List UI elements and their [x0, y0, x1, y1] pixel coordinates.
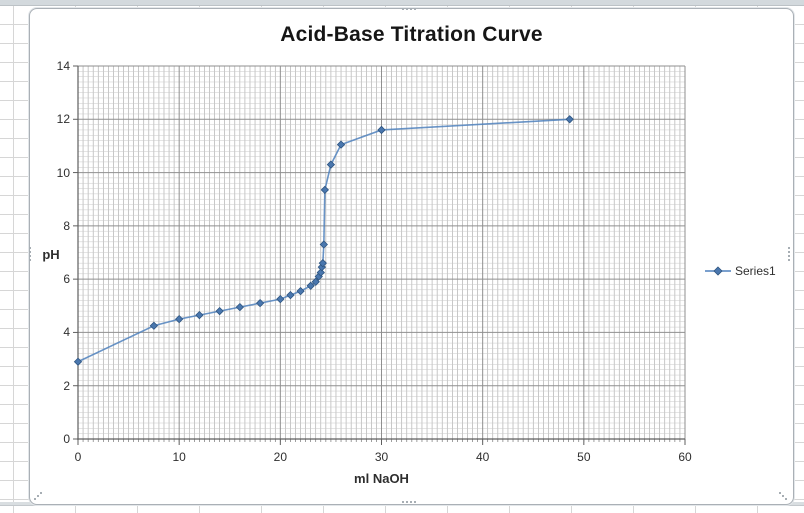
y-tick-label: 4 [63, 325, 70, 340]
x-tick-label: 30 [374, 450, 389, 464]
data-point-marker [311, 277, 320, 286]
chart-object[interactable]: Acid-Base Titration Curve 0 2 4 6 8 10 12 14 0 1… [29, 8, 794, 505]
data-point-marker [175, 314, 184, 324]
data-point-marker [377, 125, 386, 135]
x-tick-label: 50 [577, 450, 591, 464]
data-point-marker [336, 140, 346, 149]
y-tick-label: 14 [56, 59, 70, 73]
x-tick-label: 10 [172, 450, 186, 464]
data-point-marker [276, 294, 285, 304]
x-tick-label: 20 [273, 450, 287, 464]
legend-series-label: Series1 [735, 264, 776, 278]
selection-handle-bottom-icon[interactable] [402, 501, 418, 503]
series-line [77, 118, 570, 363]
x-tick-label: 60 [678, 450, 692, 464]
selection-handle-top-icon[interactable] [402, 8, 418, 10]
data-point-marker [320, 185, 330, 195]
y-tick-label: 2 [63, 378, 70, 393]
selection-handle-right-icon[interactable] [788, 247, 790, 263]
spreadsheet-row-band-top [0, 0, 804, 6]
y-tick-label: 6 [63, 272, 70, 287]
y-tick-label: 0 [63, 432, 70, 446]
y-tick-label: 8 [63, 218, 70, 233]
data-point-marker [215, 306, 224, 316]
data-point-marker [316, 268, 325, 277]
data-point-marker [149, 321, 159, 330]
data-point-marker [306, 281, 315, 290]
selection-handle-left-icon[interactable] [29, 247, 31, 263]
data-point-marker [286, 290, 295, 300]
x-axis-title: ml NaOH [354, 471, 409, 486]
data-point-marker [296, 286, 305, 296]
titration-plot [73, 65, 686, 445]
y-tick-label: 10 [56, 165, 70, 180]
data-point-marker [235, 302, 245, 312]
selection-handle-bottom-right-icon[interactable] [779, 492, 781, 494]
chart-title: Acid-Base Titration Curve [280, 23, 543, 46]
y-axis-title: pH [42, 247, 60, 262]
data-point-marker [195, 310, 204, 320]
selection-handle-bottom-left-icon[interactable] [40, 492, 42, 494]
y-tick-label: 12 [56, 112, 70, 127]
data-point-marker [318, 258, 327, 268]
legend[interactable]: Series1 [704, 264, 776, 278]
data-point-marker [255, 298, 265, 308]
data-point-marker [326, 160, 336, 169]
legend-marker-icon [705, 266, 731, 276]
x-tick-label: 40 [475, 450, 490, 464]
x-tick-label: 0 [74, 450, 82, 464]
data-point-marker [73, 357, 83, 366]
data-point-marker [565, 115, 574, 124]
data-point-marker [319, 240, 329, 249]
